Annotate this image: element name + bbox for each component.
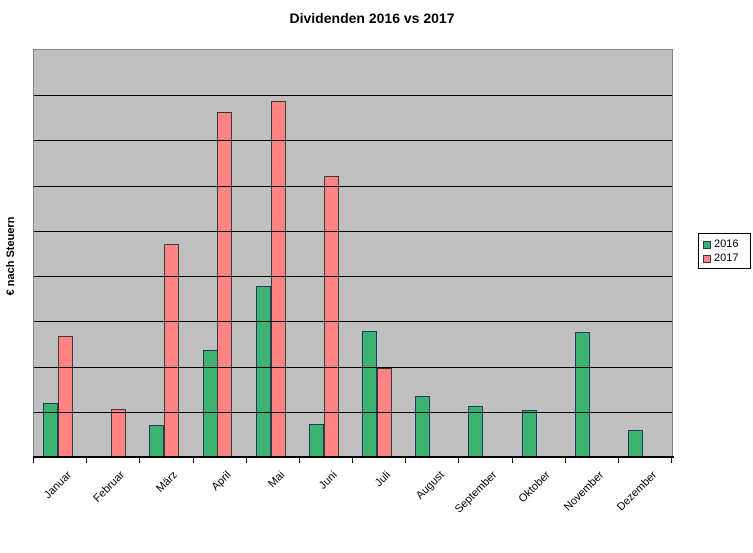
x-tick	[193, 458, 194, 463]
bar-2016-mai	[256, 286, 271, 457]
gridline	[34, 276, 672, 277]
x-label-januar: Januar	[41, 469, 75, 502]
x-tick	[458, 458, 459, 463]
x-label-februar: Februar	[91, 469, 128, 505]
gridline	[34, 367, 672, 368]
x-label-august: August	[413, 469, 447, 502]
legend-label-2016: 2016	[714, 238, 739, 250]
x-label-november: November	[561, 469, 606, 514]
bar-2016-dezember	[628, 430, 643, 457]
chart-title: Dividenden 2016 vs 2017	[289, 10, 455, 26]
x-label-oktober: Oktober	[516, 469, 553, 506]
legend: 2016 2017	[698, 233, 751, 269]
bar-2017-mai	[271, 101, 286, 457]
gridline	[34, 140, 672, 141]
bar-2016-juni	[309, 424, 324, 457]
bar-2016-marz	[149, 425, 164, 457]
x-tick	[86, 458, 87, 463]
x-tick	[405, 458, 406, 463]
x-tick	[33, 458, 34, 463]
y-axis-label: € nach Steuern	[5, 216, 17, 296]
gridline	[34, 321, 672, 322]
legend-label-2017: 2017	[714, 252, 739, 264]
bar-2016-januar	[43, 403, 58, 457]
bar-2017-januar	[58, 336, 73, 457]
x-tick	[512, 458, 513, 463]
gridline	[34, 231, 672, 232]
x-label-september: September	[452, 469, 500, 516]
x-label-juni: Juni	[317, 469, 340, 492]
x-label-dezember: Dezember	[614, 469, 659, 514]
x-label-mai: Mai	[265, 469, 287, 491]
x-axis-ticks	[33, 458, 673, 464]
bar-2017-februar	[111, 409, 126, 457]
legend-swatch-2016	[703, 240, 711, 249]
bar-2017-juni	[324, 176, 339, 457]
bars-layer	[34, 50, 672, 457]
x-label-april: April	[209, 469, 234, 494]
x-label-juli: Juli	[372, 469, 394, 490]
x-tick	[565, 458, 566, 463]
bar-2016-oktober	[522, 410, 537, 457]
x-tick	[246, 458, 247, 463]
x-axis-line	[33, 456, 674, 458]
gridline	[34, 412, 672, 413]
bar-2017-april	[217, 112, 232, 457]
legend-swatch-2017	[703, 254, 711, 263]
gridline	[34, 186, 672, 187]
legend-item-2016: 2016	[703, 238, 747, 251]
bar-2016-august	[415, 396, 430, 457]
x-tick	[139, 458, 140, 463]
x-tick	[671, 458, 672, 463]
bar-2016-november	[575, 332, 590, 457]
bar-2016-september	[468, 406, 483, 457]
x-tick	[618, 458, 619, 463]
bar-2016-juli	[362, 331, 377, 457]
x-tick	[352, 458, 353, 463]
legend-item-2017: 2017	[703, 252, 747, 265]
bar-2017-marz	[164, 244, 179, 457]
x-label-marz: März	[154, 469, 181, 495]
gridline	[34, 95, 672, 96]
x-tick	[299, 458, 300, 463]
plot-area	[33, 49, 674, 458]
